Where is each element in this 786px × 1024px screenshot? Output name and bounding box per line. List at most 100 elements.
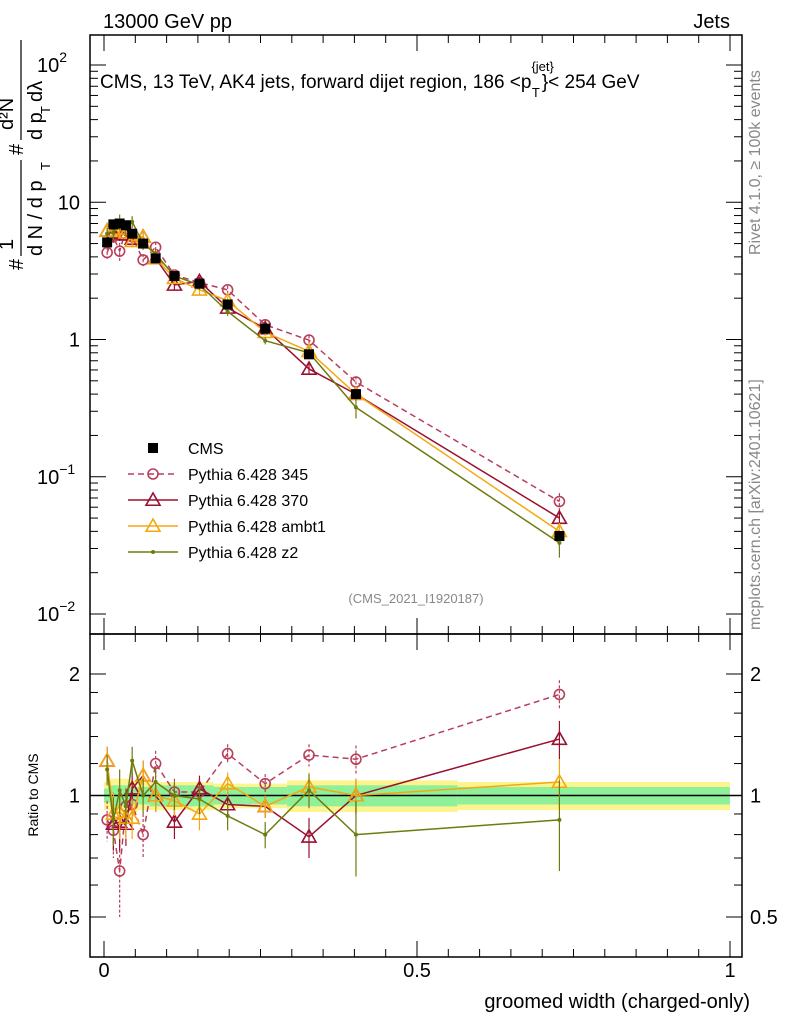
- process-label: Jets: [693, 11, 730, 33]
- ratio-point: [117, 788, 122, 793]
- axes-layer: 102 10 1 10−1 10−2 2 2 1 1 0.5 0.5 0 0.5 1: [37, 34, 778, 982]
- main-line: [107, 228, 560, 532]
- ratio-y-tick-label-right: 1: [750, 786, 761, 808]
- ratio-point: [105, 767, 110, 772]
- ratio-point: [263, 832, 268, 837]
- ratio-point: [307, 788, 312, 793]
- data-point: [554, 531, 565, 542]
- series-3: [105, 214, 562, 877]
- main-y-tick-label: 10−1: [37, 461, 75, 489]
- main-y-tick-label: 10: [58, 192, 80, 214]
- ratio-point: [300, 828, 318, 843]
- ratio-y-tick-label-right: 2: [750, 664, 761, 686]
- rivet-label: Rivet 4.1.0, ≥ 100k events: [747, 70, 764, 255]
- plot-title: CMS, 13 TeV, AK4 jets, forward dijet reg…: [100, 59, 640, 100]
- y-axis-label: # 1 d N / d p T # d²N d p T dλ: [0, 40, 53, 270]
- main-point: [137, 254, 149, 266]
- main-y-tick-label: 102: [37, 49, 67, 77]
- ylabel-dlambda: dλ: [25, 81, 47, 102]
- data-point: [304, 349, 315, 360]
- main-line: [106, 228, 560, 503]
- x-tick-label: 0: [98, 960, 109, 982]
- legend-item: Pythia 6.428 345: [128, 467, 308, 484]
- ylabel-dpt: d p: [25, 112, 47, 140]
- data-point: [102, 237, 113, 248]
- ratio-point: [197, 797, 202, 802]
- main-point: [557, 540, 562, 545]
- main-y-tick-label: 10−2: [37, 598, 75, 626]
- ratio-point: [303, 749, 315, 761]
- ratio-point: [219, 775, 237, 790]
- ratio-point: [111, 803, 129, 819]
- ylabel-hash1: #: [6, 258, 28, 270]
- ratio-point: [350, 753, 362, 766]
- ratio-point: [225, 813, 230, 818]
- ylabel-one: 1: [0, 239, 18, 250]
- series-1: [98, 222, 568, 859]
- legend-label: Pythia 6.428 345: [188, 467, 308, 484]
- ratio-point: [137, 828, 149, 841]
- ratio-point: [353, 832, 358, 837]
- legend-marker: [148, 443, 158, 453]
- plot-title-main: CMS, 13 TeV, AK4 jets, forward dijet reg…: [100, 72, 531, 93]
- ratio-point: [153, 780, 158, 785]
- legend-label: CMS: [188, 441, 224, 458]
- legend-label: Pythia 6.428 370: [188, 493, 308, 510]
- data-point: [138, 238, 149, 249]
- data-uncertainty-bands: [90, 778, 742, 814]
- ylabel-dn: d N / d p: [25, 180, 47, 256]
- ratio-point: [147, 786, 165, 802]
- legend: CMS Pythia 6.428 345 Pythia 6.428 370 Pythi…: [128, 441, 326, 562]
- ratio-point: [123, 809, 141, 824]
- legend-label: Pythia 6.428 ambt1: [188, 519, 326, 536]
- data-point: [260, 323, 271, 334]
- x-tick-label: 0.5: [403, 960, 431, 982]
- main-point: [101, 246, 113, 259]
- energy-label: 13000 GeV pp: [103, 11, 232, 33]
- ratio-point: [130, 758, 135, 763]
- series-2: [98, 220, 568, 840]
- ratio-point: [553, 688, 566, 701]
- legend-item: CMS: [148, 441, 224, 458]
- x-axis-label: groomed width (charged-only): [484, 991, 750, 1013]
- legend-marker: [144, 517, 162, 533]
- ratio-y-tick-label-right: 0.5: [750, 907, 778, 929]
- ratio-point: [551, 730, 568, 746]
- ratio-point: [347, 786, 365, 802]
- main-point: [105, 231, 110, 236]
- legend-label: Pythia 6.428 z2: [188, 545, 298, 562]
- series-layer: [98, 214, 568, 917]
- legend-item: Pythia 6.428 ambt1: [128, 517, 326, 536]
- main-point: [553, 495, 566, 508]
- ratio-point: [141, 793, 146, 798]
- main-point: [263, 338, 268, 343]
- plot-title-end: }< 254 GeV: [542, 72, 640, 93]
- ratio-line: [106, 760, 560, 819]
- legend-marker: [144, 491, 162, 507]
- data-point: [222, 299, 233, 310]
- ratio-point: [111, 817, 116, 822]
- ylabel-dpt-sub: T: [38, 106, 53, 114]
- x-tick-label: 1: [724, 960, 735, 982]
- mcplots-label: mcplots.cern.ch [arXiv:2401.10621]: [747, 379, 764, 630]
- ratio-point: [256, 797, 274, 813]
- ratio-point: [557, 817, 562, 822]
- main-point: [353, 405, 358, 410]
- legend-marker: [147, 468, 159, 480]
- main-line: [106, 230, 560, 519]
- ratio-point: [113, 865, 126, 877]
- series-cms-data: [102, 218, 565, 542]
- ratio-point: [172, 793, 177, 798]
- data-point: [350, 389, 361, 400]
- main-point: [130, 219, 135, 224]
- data-point: [150, 253, 161, 264]
- ratio-y-tick-label: 1: [69, 786, 80, 808]
- ratio-y-label: Ratio to CMS: [25, 753, 41, 836]
- ylabel-hash2: #: [6, 143, 28, 155]
- ratio-point: [123, 804, 128, 809]
- data-point: [127, 228, 138, 239]
- main-point: [111, 230, 116, 235]
- ratio-point: [259, 777, 271, 790]
- ratio-y-tick-label: 0.5: [52, 907, 80, 929]
